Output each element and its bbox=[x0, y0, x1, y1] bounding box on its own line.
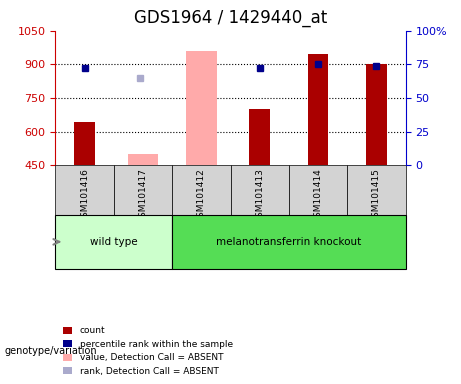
FancyBboxPatch shape bbox=[55, 215, 172, 269]
Bar bbox=[186, 51, 217, 166]
FancyBboxPatch shape bbox=[172, 166, 230, 215]
Text: GSM101416: GSM101416 bbox=[80, 168, 89, 223]
Bar bbox=[366, 65, 387, 166]
Legend: count, percentile rank within the sample, value, Detection Call = ABSENT, rank, : count, percentile rank within the sample… bbox=[60, 323, 236, 379]
Text: genotype/variation: genotype/variation bbox=[5, 346, 97, 356]
FancyBboxPatch shape bbox=[347, 166, 406, 215]
Title: GDS1964 / 1429440_at: GDS1964 / 1429440_at bbox=[134, 9, 327, 26]
Text: wild type: wild type bbox=[90, 237, 137, 247]
Text: GSM101412: GSM101412 bbox=[197, 168, 206, 223]
Bar bbox=[128, 154, 158, 166]
FancyBboxPatch shape bbox=[172, 215, 406, 269]
Bar bbox=[308, 54, 328, 166]
Bar bbox=[249, 109, 270, 166]
Text: GSM101417: GSM101417 bbox=[138, 168, 148, 223]
Text: melanotransferrin knockout: melanotransferrin knockout bbox=[216, 237, 361, 247]
FancyBboxPatch shape bbox=[230, 166, 289, 215]
Text: GSM101413: GSM101413 bbox=[255, 168, 264, 223]
FancyBboxPatch shape bbox=[289, 166, 347, 215]
FancyBboxPatch shape bbox=[114, 166, 172, 215]
FancyBboxPatch shape bbox=[55, 166, 114, 215]
Bar bbox=[74, 122, 95, 166]
Text: GSM101414: GSM101414 bbox=[313, 168, 323, 223]
Text: GSM101415: GSM101415 bbox=[372, 168, 381, 223]
